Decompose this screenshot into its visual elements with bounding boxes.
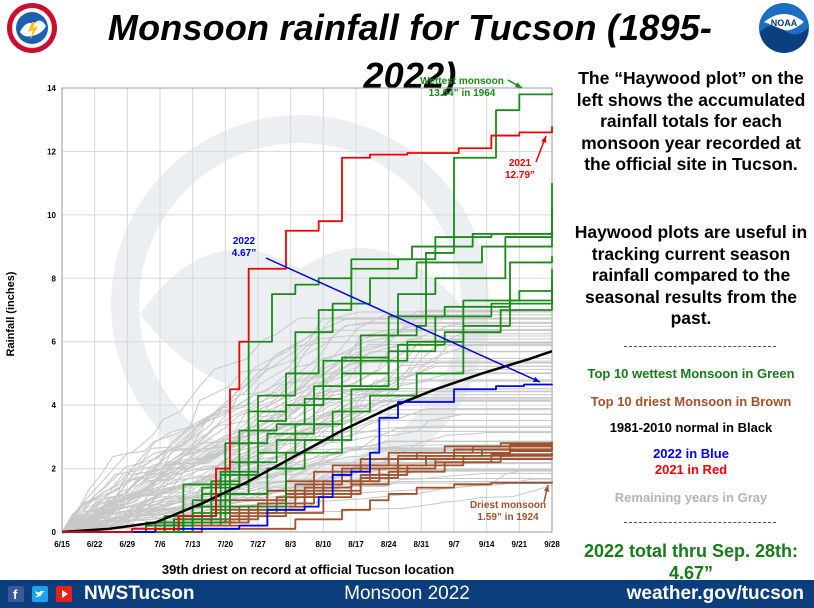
footer-website-link[interactable]: weather.gov/tucson xyxy=(626,583,804,604)
series-group xyxy=(61,93,553,534)
x-tick-label: 7/20 xyxy=(218,540,234,549)
noaa-logo-icon: NOAA xyxy=(759,3,809,53)
divider xyxy=(624,346,776,347)
svg-text:f: f xyxy=(13,587,18,602)
y-tick-label: 10 xyxy=(47,211,56,220)
x-tick-label: 9/28 xyxy=(544,540,560,549)
sidebar-intro-2: Haywood plots are useful in tracking cur… xyxy=(574,222,808,328)
x-tick-label: 7/27 xyxy=(250,540,266,549)
x-tick-label: 9/14 xyxy=(479,540,495,549)
driest-label-line1: Driest monsoon xyxy=(470,500,546,511)
gray-year-line xyxy=(61,441,552,533)
y-tick-label: 12 xyxy=(47,147,56,156)
divider xyxy=(624,522,776,523)
wettest-arrow-head xyxy=(515,82,522,88)
gray-year-line xyxy=(61,335,552,533)
gray-year-line xyxy=(61,341,552,533)
gray-year-line xyxy=(61,379,552,533)
wettest-label-line2: 13.64” in 1964 xyxy=(429,88,496,99)
season-total-label: 2022 total thru Sep. 28th: xyxy=(583,541,799,561)
gray-year-line xyxy=(61,330,552,533)
legend-item-wettest: Top 10 wettest Monsoon in Green xyxy=(587,366,795,381)
facebook-icon[interactable]: f xyxy=(8,586,24,602)
gray-year-line xyxy=(61,328,552,533)
series-line-1981-2010-normal xyxy=(61,350,553,534)
driest-arrow-head xyxy=(543,485,550,492)
sidebar-intro-1: The “Haywood plot” on the left shows the… xyxy=(576,68,806,174)
gray-year-line xyxy=(61,318,552,533)
gray-year-line xyxy=(61,314,552,533)
gray-year-line xyxy=(61,323,552,533)
gray-year-line xyxy=(61,310,552,533)
legend-item-2021: 2021 in Red xyxy=(654,462,728,477)
legend-item-remaining: Remaining years in Gray xyxy=(614,490,768,505)
x-tick-label: 7/13 xyxy=(185,540,201,549)
x-tick-label: 8/3 xyxy=(285,540,297,549)
gray-year-line xyxy=(61,373,552,533)
gray-year-line xyxy=(61,470,552,533)
series-line-1955 xyxy=(62,230,553,533)
social-handle[interactable]: NWSTucson xyxy=(84,583,195,604)
x-tick-label: 8/10 xyxy=(316,540,332,549)
driest-label-line2: 1.59” in 1924 xyxy=(477,512,539,523)
page-title: Monsoon rainfall for Tucson (1895-2022) xyxy=(107,7,713,96)
gray-year-line xyxy=(61,400,552,533)
gray-year-line xyxy=(61,413,552,533)
series-line-2021 xyxy=(62,126,553,533)
series-line-1924 xyxy=(62,481,553,533)
youtube-icon[interactable] xyxy=(56,586,72,602)
y2021-label-line1: 2021 xyxy=(509,158,532,169)
footer-bar: f NWSTucson Monsoon 2022 weather.gov/tuc… xyxy=(0,580,814,608)
x-tick-label: 8/17 xyxy=(348,540,364,549)
gray-year-line xyxy=(61,427,552,533)
gray-year-line xyxy=(61,409,552,533)
y-tick-label: 6 xyxy=(52,338,57,347)
legend-item-2022: 2022 in Blue xyxy=(653,446,729,461)
gray-year-line xyxy=(61,380,552,533)
x-tick-label: 6/22 xyxy=(87,540,103,549)
y-tick-label: 2 xyxy=(52,465,57,474)
gray-year-line xyxy=(61,444,552,533)
series-line-1999 xyxy=(62,297,553,533)
y-tick-label: 4 xyxy=(52,401,57,410)
gray-year-line xyxy=(61,408,552,533)
gray-year-line xyxy=(61,372,552,533)
y-tick-label: 0 xyxy=(52,528,57,537)
season-total-value: 4.67” xyxy=(668,563,714,583)
svg-text:NOAA: NOAA xyxy=(771,18,798,28)
y2021-label-line2: 12.79” xyxy=(505,170,535,181)
legend-item-normal: 1981-2010 normal in Black xyxy=(609,420,773,435)
y2022-label-line2: 4.67” xyxy=(232,248,256,259)
gray-year-line xyxy=(61,338,552,533)
series-line-1964 xyxy=(62,93,553,533)
x-axis-caption: 39th driest on record at official Tucson… xyxy=(162,562,454,577)
series-line-1983 xyxy=(62,221,553,533)
legend-item-driest: Top 10 driest Monsoon in Brown xyxy=(590,394,792,409)
nws-seal-icon xyxy=(7,3,57,53)
gray-year-line xyxy=(61,311,552,533)
haywood-chart: 0 2 4 6 8 10 12 14 6/15 6/22 6/29 7/6 7/13 7/20 7/27 8/… xyxy=(5,76,560,577)
y2022-arrow-head xyxy=(533,376,540,382)
y-tick-label: 8 xyxy=(52,274,57,283)
y-axis-label: Rainfall (inches) xyxy=(5,271,17,356)
y2022-label-line1: 2022 xyxy=(233,236,256,247)
x-tick-label: 6/29 xyxy=(120,540,136,549)
y2021-arrow-head xyxy=(541,136,547,143)
x-tick-label: 8/24 xyxy=(381,540,397,549)
y-tick-label: 14 xyxy=(47,84,56,93)
season-total: 2022 total thru Sep. 28th: 4.67” xyxy=(568,540,814,584)
footer-campaign: Monsoon 2022 xyxy=(344,583,470,604)
twitter-icon[interactable] xyxy=(32,586,48,602)
x-tick-label: 8/31 xyxy=(414,540,430,549)
series-line-brown-3 xyxy=(62,454,553,533)
x-tick-label: 9/7 xyxy=(448,540,460,549)
y2022-arrow xyxy=(265,257,541,383)
wettest-label-line1: Wettest monsoon xyxy=(420,76,504,87)
series-line-2022 xyxy=(62,383,553,533)
gray-year-line xyxy=(61,317,552,533)
x-tick-label: 6/15 xyxy=(54,540,70,549)
x-tick-label: 9/21 xyxy=(512,540,528,549)
x-tick-label: 7/6 xyxy=(154,540,166,549)
